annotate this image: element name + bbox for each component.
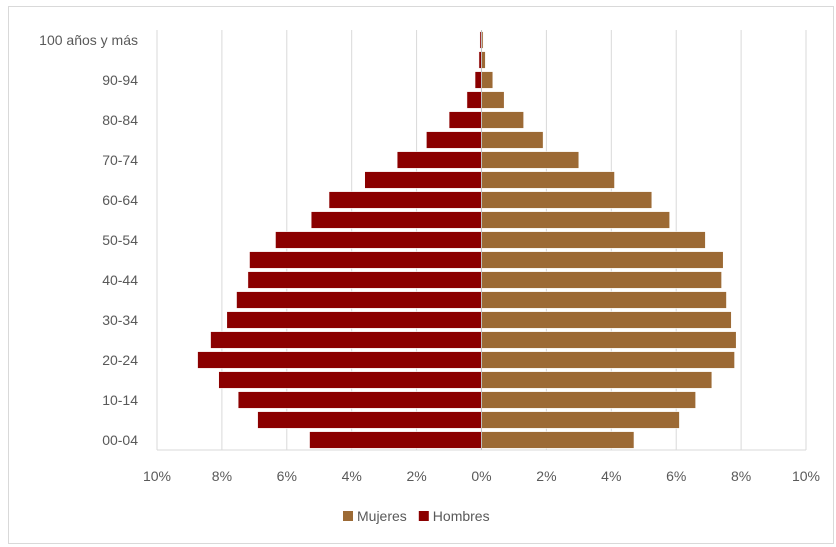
bar-mujeres-60-64 (481, 191, 653, 209)
bar-mujeres-75-79 (481, 131, 544, 149)
bar-hombres-70-74 (396, 151, 482, 169)
legend-label-mujeres: Mujeres (357, 508, 407, 524)
bar-hombres-30-34 (226, 311, 482, 329)
x-tick-label: 6% (277, 468, 297, 484)
x-tick-label: 2% (536, 468, 556, 484)
y-tick-label: 40-44 (102, 272, 138, 288)
bar-hombres-15-19 (218, 371, 482, 389)
bar-hombres-45-49 (249, 251, 482, 269)
bar-hombres-00-04 (309, 431, 482, 449)
bar-hombres-40-44 (247, 271, 482, 289)
bar-mujeres-85-89 (481, 91, 505, 109)
bar-mujeres-15-19 (481, 371, 713, 389)
y-tick-label: 80-84 (102, 112, 138, 128)
legend-label-hombres: Hombres (433, 508, 490, 524)
y-tick-label: 00-04 (102, 432, 138, 448)
bar-hombres-85-89 (466, 91, 482, 109)
bar-mujeres-30-34 (481, 311, 732, 329)
x-tick-label: 8% (731, 468, 751, 484)
x-tick-label: 8% (212, 468, 232, 484)
y-tick-label: 60-64 (102, 192, 138, 208)
bar-mujeres-95-99 (481, 51, 486, 69)
bar-mujeres-35-39 (481, 291, 727, 309)
x-tick-label: 2% (406, 468, 426, 484)
bar-mujeres-05-09 (481, 411, 680, 429)
bar-hombres-20-24 (197, 351, 482, 369)
bar-hombres-60-64 (328, 191, 482, 209)
bar-mujeres-50-54 (481, 231, 706, 249)
legend-swatch-hombres (418, 511, 429, 521)
y-tick-label: 70-74 (102, 152, 138, 168)
bar-mujeres-00-04 (481, 431, 635, 449)
bar-mujeres-45-49 (481, 251, 724, 269)
bar-mujeres-70-74 (481, 151, 580, 169)
bar-hombres-50-54 (275, 231, 482, 249)
x-tick-label: 10% (792, 468, 820, 484)
y-tick-label: 90-94 (102, 72, 138, 88)
bar-hombres-90-94 (474, 71, 482, 89)
bar-mujeres-10-14 (481, 391, 696, 409)
bar-mujeres-90-94 (481, 71, 494, 89)
bar-mujeres-80-84 (481, 111, 524, 129)
x-tick-label: 6% (666, 468, 686, 484)
bar-hombres-75-79 (426, 131, 482, 149)
bar-hombres-05-09 (257, 411, 482, 429)
y-tick-label: 10-14 (102, 392, 138, 408)
y-tick-label: 30-34 (102, 312, 138, 328)
x-tick-label: 0% (471, 468, 491, 484)
legend-swatch-mujeres (343, 511, 353, 521)
x-tick-label: 4% (601, 468, 621, 484)
bar-mujeres-25-29 (481, 331, 737, 349)
y-tick-label: 100 años y más (39, 32, 138, 48)
bar-mujeres-40-44 (481, 271, 722, 289)
bar-hombres-80-84 (448, 111, 482, 129)
x-tick-label: 4% (342, 468, 362, 484)
y-tick-label: 50-54 (102, 232, 138, 248)
bar-mujeres-20-24 (481, 351, 735, 369)
x-tick-label: 10% (143, 468, 171, 484)
bar-mujeres-65-69 (481, 171, 615, 189)
bar-hombres-10-14 (237, 391, 482, 409)
bar-mujeres-55-59 (481, 211, 671, 229)
bar-hombres-25-29 (210, 331, 482, 349)
bar-hombres-55-59 (310, 211, 482, 229)
y-tick-label: 20-24 (102, 352, 138, 368)
bar-hombres-35-39 (236, 291, 482, 309)
bar-hombres-65-69 (364, 171, 482, 189)
